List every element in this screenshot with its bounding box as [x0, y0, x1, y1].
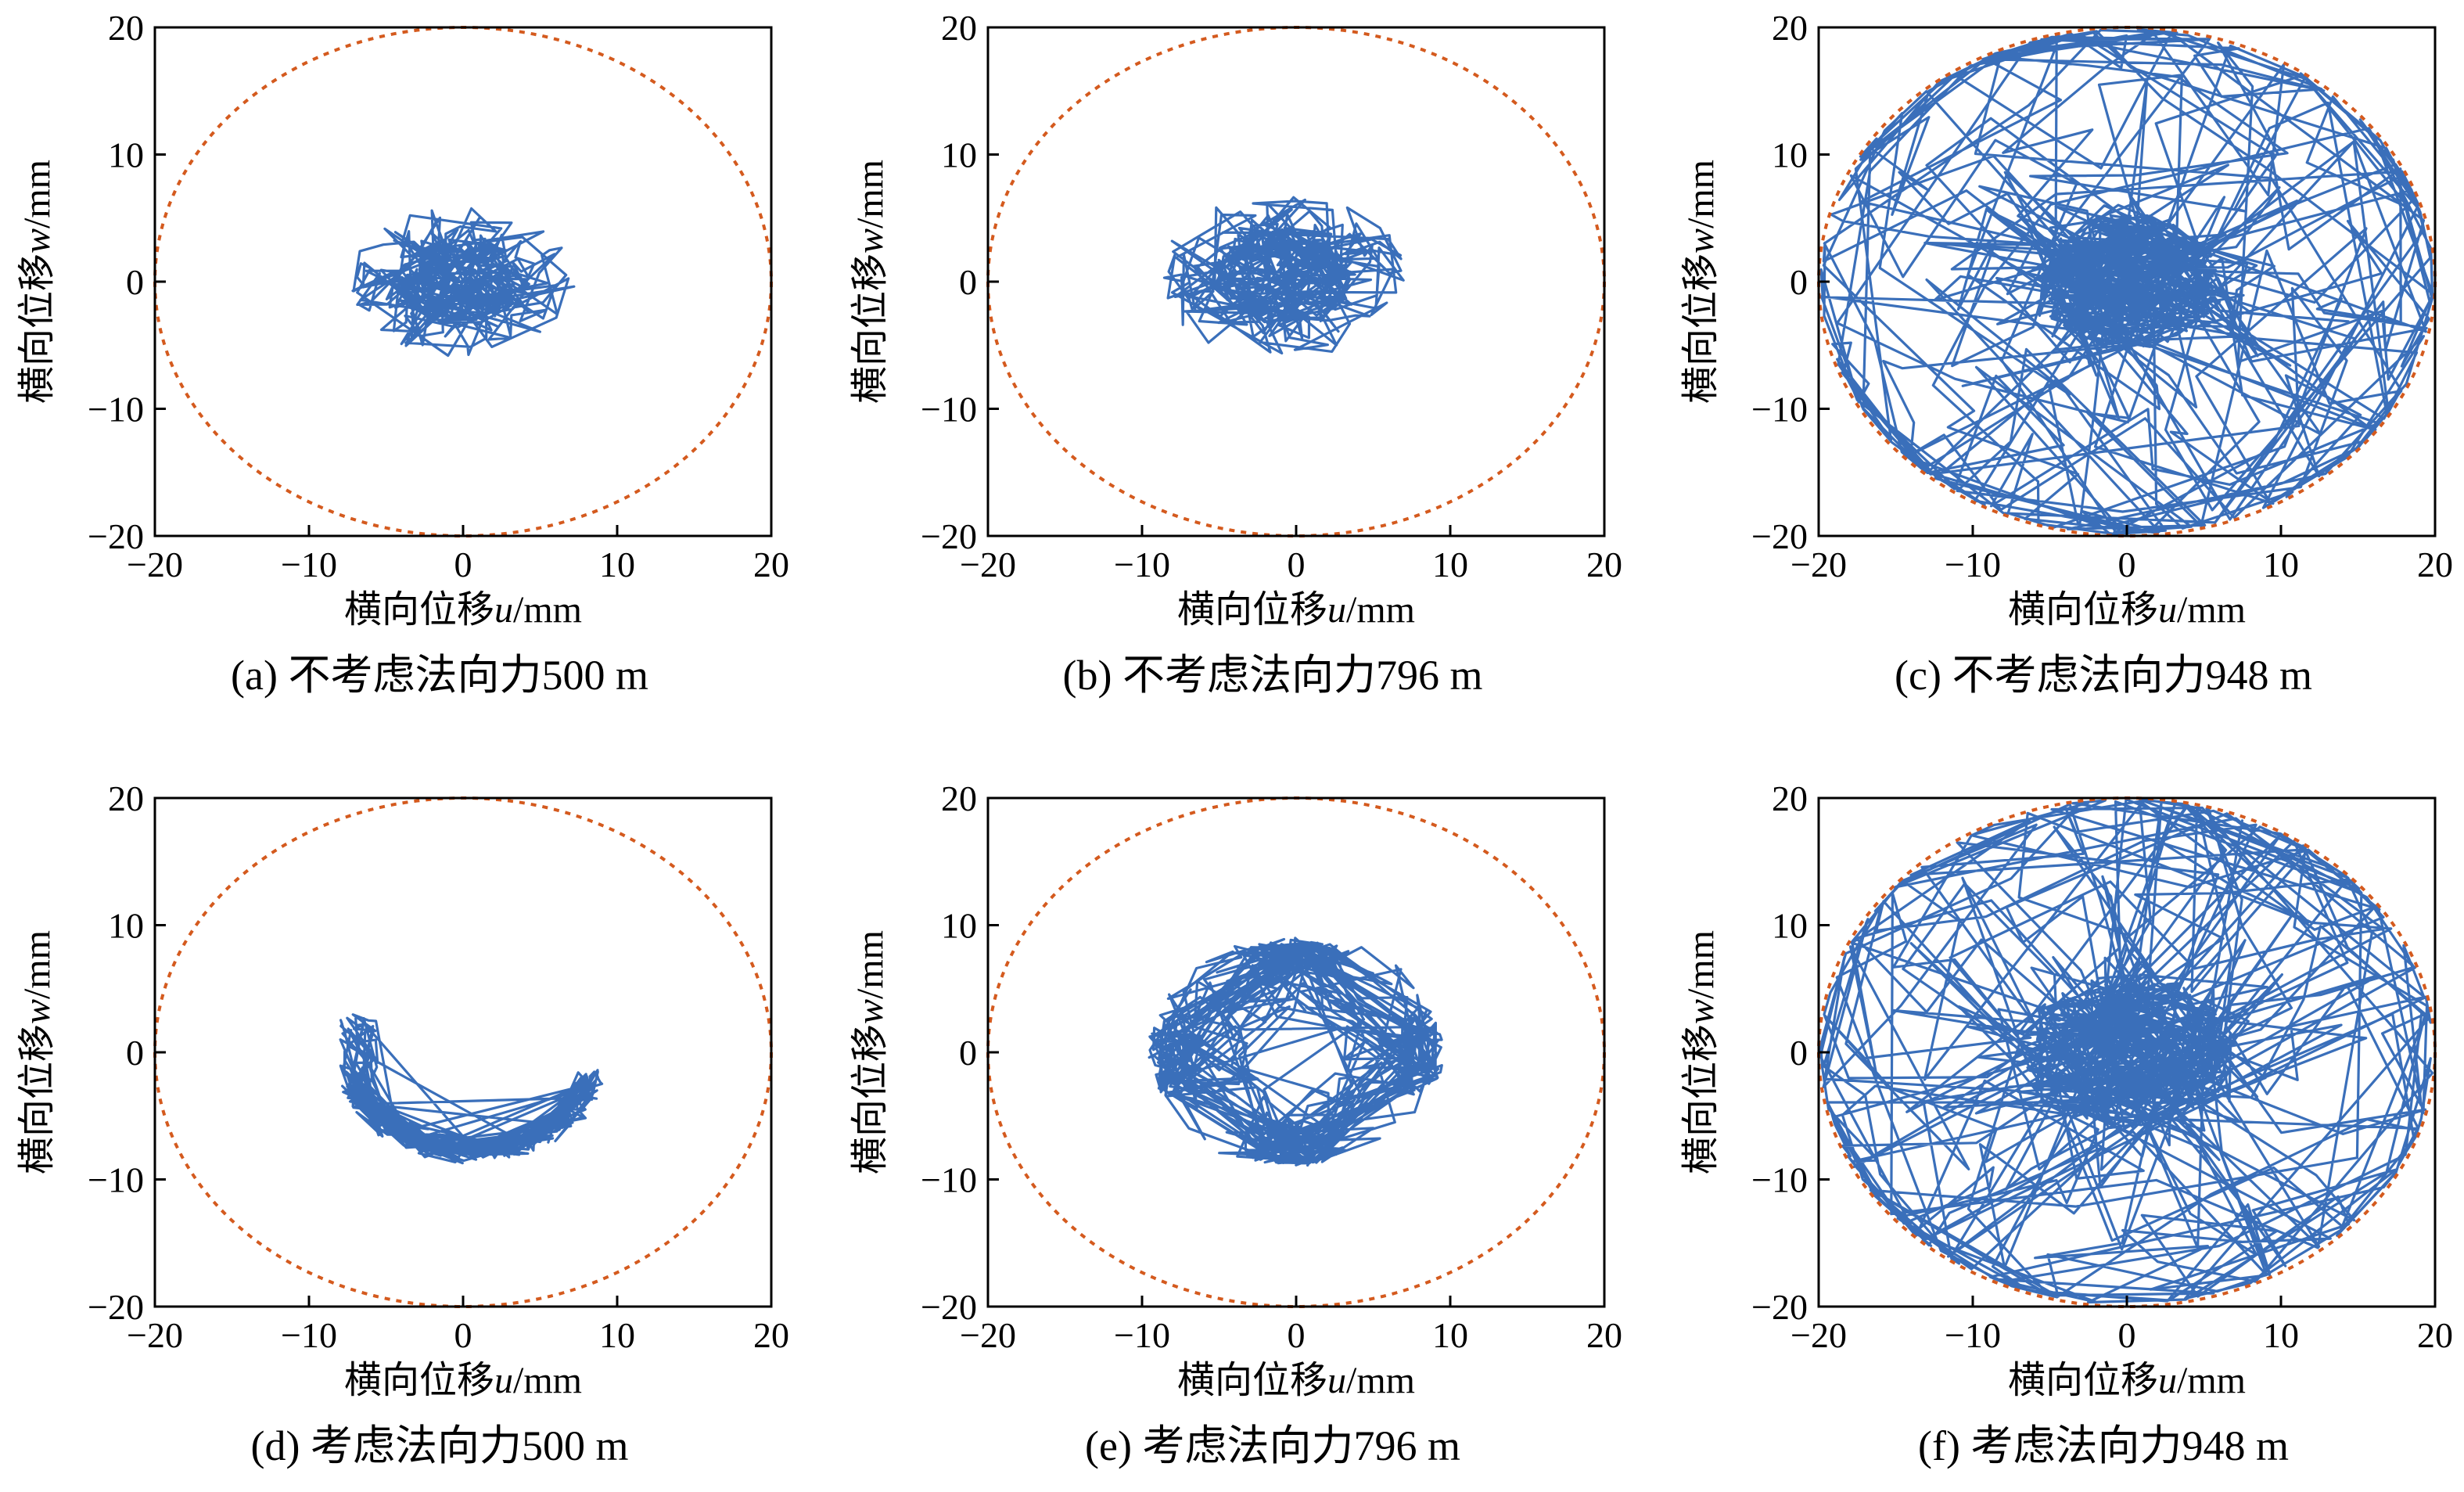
- y-tick-label: 0: [959, 262, 977, 302]
- y-tick-label: 0: [1790, 1033, 1808, 1073]
- boundary-circle: [153, 796, 773, 1308]
- panel-b: −20 −10 0 10 20 −20 −10 0 10 20 横向位移u/mm 横向位移w/mm (b…: [849, 8, 1622, 699]
- y-tick-label: 20: [1772, 778, 1808, 818]
- panel-d: −20 −10 0 10 20 −20 −10 0 10 20 横向位移u/mm 横向位移w/mm (d…: [16, 778, 789, 1469]
- x-tick-label: 20: [1586, 545, 1622, 584]
- y-tick-label: −20: [921, 1287, 977, 1327]
- x-axis-label: 横向位移u/mm: [344, 1360, 582, 1401]
- boundary-circle: [986, 796, 1606, 1308]
- x-axis-label: 横向位移u/mm: [1177, 589, 1415, 631]
- x-tick-label: −20: [127, 545, 183, 584]
- y-tick-label: 20: [941, 778, 977, 818]
- panel-caption: (f) 考虑法向力948 m: [1918, 1422, 2289, 1469]
- x-tick-label: 0: [2118, 545, 2136, 584]
- x-tick-label: 0: [1288, 1315, 1306, 1355]
- x-tick-label: 0: [2118, 1315, 2136, 1355]
- y-tick-label: 0: [1790, 262, 1808, 302]
- y-tick-label: 10: [941, 906, 977, 946]
- y-tick-label: −20: [88, 516, 144, 556]
- panel-caption: (a) 不考虑法向力500 m: [231, 652, 648, 699]
- x-tick-label: 0: [1288, 545, 1306, 584]
- y-tick-label: 10: [1772, 135, 1808, 175]
- panel-caption: (e) 考虑法向力796 m: [1085, 1422, 1460, 1469]
- y-tick-label: −10: [1751, 390, 1808, 430]
- panel-a: −20 −10 0 10 20 −20 −10 0 10 20 横向位移u/mm 横向位移w/mm (a…: [16, 8, 789, 699]
- x-tick-label: 10: [1432, 1315, 1468, 1355]
- x-axis-label: 横向位移u/mm: [2008, 589, 2246, 631]
- x-tick-label: −20: [1791, 545, 1847, 584]
- x-tick-label: 10: [599, 545, 635, 584]
- y-tick-label: 10: [1772, 906, 1808, 946]
- x-tick-label: 0: [454, 545, 472, 584]
- orbit-trajectory: [339, 1013, 604, 1165]
- panel-e: −20 −10 0 10 20 −20 −10 0 10 20 横向位移u/mm 横向位移w/mm (e…: [849, 778, 1622, 1469]
- y-tick-label: 0: [959, 1033, 977, 1073]
- x-tick-label: −10: [281, 545, 337, 584]
- y-tick-label: 10: [108, 135, 144, 175]
- y-tick-label: 20: [108, 778, 144, 818]
- x-tick-label: 10: [2263, 545, 2299, 584]
- y-tick-label: 20: [941, 8, 977, 48]
- y-tick-label: 20: [1772, 8, 1808, 48]
- x-tick-label: 20: [2417, 545, 2453, 584]
- y-tick-label: −20: [921, 516, 977, 556]
- y-tick-label: 10: [108, 906, 144, 946]
- x-axis-label: 横向位移u/mm: [344, 589, 582, 631]
- x-tick-label: 10: [2263, 1315, 2299, 1355]
- y-tick-label: −10: [88, 390, 144, 430]
- x-tick-label: 10: [1432, 545, 1468, 584]
- y-axis-label: 横向位移w/mm: [849, 160, 891, 404]
- y-tick-label: 0: [126, 1033, 144, 1073]
- x-axis-label: 横向位移u/mm: [1177, 1360, 1415, 1401]
- y-axis-label: 横向位移w/mm: [16, 930, 58, 1174]
- y-tick-label: −10: [88, 1160, 144, 1200]
- y-tick-label: 10: [941, 135, 977, 175]
- plot-frame: [986, 796, 1606, 1308]
- y-tick-label: −20: [1751, 1287, 1808, 1327]
- orbit-trajectory: [1819, 798, 2434, 1304]
- y-tick-label: −10: [921, 1160, 977, 1200]
- x-axis-label: 横向位移u/mm: [2008, 1360, 2246, 1401]
- plot-frame: [153, 796, 773, 1308]
- panel-c: −20 −10 0 10 20 −20 −10 0 10 20 横向位移u/mm 横向位移w/mm (c…: [1680, 8, 2453, 699]
- x-tick-label: 20: [753, 545, 789, 584]
- x-tick-label: −20: [960, 545, 1016, 584]
- x-tick-label: 0: [454, 1315, 472, 1355]
- y-tick-label: −10: [1751, 1160, 1808, 1200]
- x-tick-label: −20: [960, 1315, 1016, 1355]
- y-axis-label: 横向位移w/mm: [16, 160, 58, 404]
- x-tick-label: −20: [127, 1315, 183, 1355]
- x-tick-label: 20: [753, 1315, 789, 1355]
- x-tick-label: −10: [1114, 545, 1170, 584]
- panel-f: −20 −10 0 10 20 −20 −10 0 10 20 横向位移u/mm 横向位移w/mm (f…: [1680, 778, 2453, 1469]
- y-tick-label: −20: [1751, 516, 1808, 556]
- y-tick-label: 20: [108, 8, 144, 48]
- x-tick-label: −10: [1945, 1315, 2001, 1355]
- x-tick-label: −10: [281, 1315, 337, 1355]
- y-tick-label: −10: [921, 390, 977, 430]
- panel-caption: (b) 不考虑法向力796 m: [1063, 652, 1483, 699]
- orbit-trajectory: [1162, 196, 1405, 355]
- x-tick-label: −10: [1114, 1315, 1170, 1355]
- y-axis-label: 横向位移w/mm: [1680, 160, 1722, 404]
- y-tick-label: −20: [88, 1287, 144, 1327]
- y-tick-label: 0: [126, 262, 144, 302]
- x-tick-label: 20: [1586, 1315, 1622, 1355]
- panel-caption: (d) 考虑法向力500 m: [251, 1422, 629, 1469]
- panel-caption: (c) 不考虑法向力948 m: [1895, 652, 2312, 699]
- x-tick-label: 20: [2417, 1315, 2453, 1355]
- y-axis-label: 横向位移w/mm: [849, 930, 891, 1174]
- x-tick-label: −10: [1945, 545, 2001, 584]
- orbit-trajectory: [1148, 937, 1443, 1167]
- x-tick-label: 10: [599, 1315, 635, 1355]
- x-tick-label: −20: [1791, 1315, 1847, 1355]
- orbit-trajectory: [1819, 28, 2434, 536]
- y-axis-label: 横向位移w/mm: [1680, 930, 1722, 1174]
- orbit-trajectory: [351, 207, 576, 358]
